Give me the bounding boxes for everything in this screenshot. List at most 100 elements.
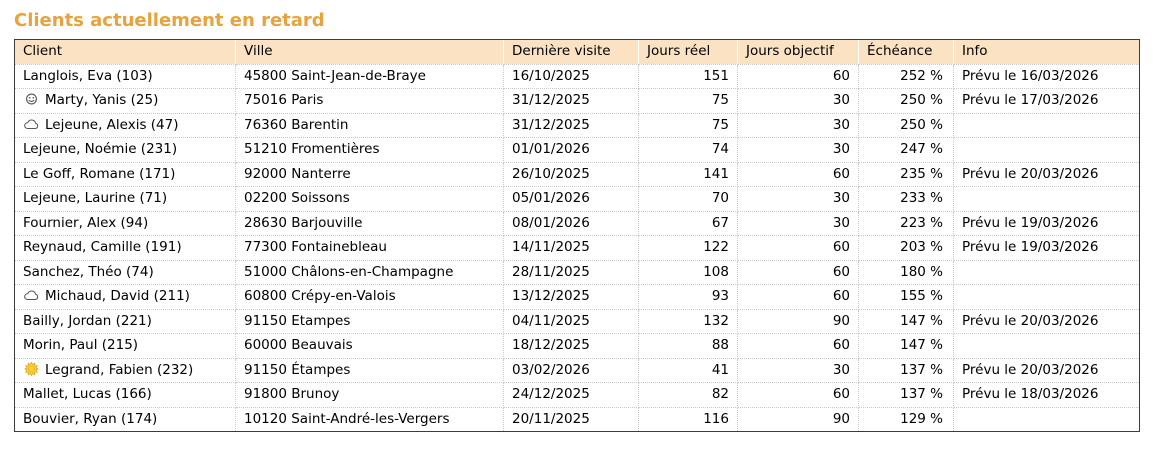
cell-jours_objectif: 60 [737,162,859,187]
cell-jours_objectif: 60 [737,382,859,408]
cell-info: Prévu le 20/03/2026 [953,309,1140,334]
cell-client: Legrand, Fabien (232) [14,358,236,383]
cell-jours_objectif: 60 [737,260,859,285]
cell-derniere_visite: 20/11/2025 [503,407,639,432]
cell-jours_reel: 75 [638,113,738,138]
cell-info: Prévu le 19/03/2026 [953,235,1140,261]
cell-derniere_visite: 24/12/2025 [503,382,639,408]
column-header-derniere_visite: Dernière visite [503,39,639,65]
cell-client: Sanchez, Théo (74) [14,260,236,285]
cell-client: Lejeune, Laurine (71) [14,186,236,212]
cell-ville: 77300 Fontainebleau [235,235,504,261]
cell-ville: 92000 Nanterre [235,162,504,187]
cell-derniere_visite: 03/02/2026 [503,358,639,383]
cell-jours_objectif: 90 [737,407,859,432]
cell-derniere_visite: 05/01/2026 [503,186,639,212]
cell-ville: 51000 Châlons-en-Champagne [235,260,504,285]
cell-derniere_visite: 26/10/2025 [503,162,639,187]
table-row[interactable]: Mallet, Lucas (166) 91800 Brunoy 24/12/202… [14,382,1140,408]
cell-jours_reel: 93 [638,284,738,310]
cell-info [953,407,1140,432]
cell-jours_objectif: 30 [737,358,859,383]
table-row[interactable]: Bouvier, Ryan (174) 10120 Saint-André-les… [14,407,1140,432]
cell-echeance: 250 % [858,113,954,138]
cell-client: Fournier, Alex (94) [14,211,236,236]
cell-echeance: 129 % [858,407,954,432]
table-row[interactable]: Langlois, Eva (103) 45800 Saint-Jean-de-B… [14,64,1140,89]
table-row[interactable]: Le Goff, Romane (171) 92000 Nanterre 26/10… [14,162,1140,187]
cell-derniere_visite: 18/12/2025 [503,333,639,359]
cell-client: Le Goff, Romane (171) [14,162,236,187]
cell-jours_objectif: 30 [737,88,859,114]
cell-ville: 91800 Brunoy [235,382,504,408]
cell-jours_objectif: 60 [737,333,859,359]
cell-jours_objectif: 30 [737,186,859,212]
cell-jours_objectif: 30 [737,137,859,163]
cell-echeance: 223 % [858,211,954,236]
cell-jours_reel: 70 [638,186,738,212]
cell-ville: 02200 Soissons [235,186,504,212]
cell-jours_reel: 108 [638,260,738,285]
table-row[interactable]: Legrand, Fabien (232) 91150 Étampes 03/02/… [14,358,1140,383]
cell-ville: 91150 Étampes [235,358,504,383]
table-row[interactable]: Marty, Yanis (25) 75016 Paris 31/12/2025 75… [14,88,1140,114]
cell-client: Bailly, Jordan (221) [14,309,236,334]
table-header: Client Ville Dernière visite Jours réel Jour… [14,39,1140,65]
cell-derniere_visite: 04/11/2025 [503,309,639,334]
cell-ville: 60800 Crépy-en-Valois [235,284,504,310]
cell-derniere_visite: 31/12/2025 [503,88,639,114]
table-row[interactable]: Fournier, Alex (94) 28630 Barjouville 08/0… [14,211,1140,236]
cell-derniere_visite: 14/11/2025 [503,235,639,261]
cell-echeance: 137 % [858,358,954,383]
cell-info [953,260,1140,285]
cell-client: Morin, Paul (215) [14,333,236,359]
cell-echeance: 147 % [858,309,954,334]
cell-echeance: 250 % [858,88,954,114]
cell-client: Langlois, Eva (103) [14,64,236,89]
cell-jours_reel: 74 [638,137,738,163]
cell-ville: 28630 Barjouville [235,211,504,236]
cell-info: Prévu le 17/03/2026 [953,88,1140,114]
cell-ville: 60000 Beauvais [235,333,504,359]
cell-derniere_visite: 13/12/2025 [503,284,639,310]
cell-jours_reel: 82 [638,382,738,408]
column-header-jours_reel: Jours réel [638,39,738,65]
table-row[interactable]: Morin, Paul (215) 60000 Beauvais 18/12/202… [14,333,1140,359]
cell-client: Michaud, David (211) [14,284,236,310]
column-header-info: Info [953,39,1140,65]
cell-ville: 10120 Saint-André-les-Vergers [235,407,504,432]
table-row[interactable]: Lejeune, Laurine (71) 02200 Soissons 05/01… [14,186,1140,212]
cell-echeance: 147 % [858,333,954,359]
cell-derniere_visite: 16/10/2025 [503,64,639,89]
cell-jours_reel: 122 [638,235,738,261]
cell-jours_reel: 41 [638,358,738,383]
sun-icon [23,361,40,376]
column-header-ville: Ville [235,39,504,65]
cell-jours_reel: 151 [638,64,738,89]
cell-derniere_visite: 31/12/2025 [503,113,639,138]
cell-client: Reynaud, Camille (191) [14,235,236,261]
cell-echeance: 203 % [858,235,954,261]
cell-jours_objectif: 30 [737,113,859,138]
clients-table: Client Ville Dernière visite Jours réel Jour… [14,39,1140,432]
cell-echeance: 155 % [858,284,954,310]
cloud-icon [23,288,40,302]
cell-ville: 51210 Fromentières [235,137,504,163]
table-row[interactable]: Bailly, Jordan (221) 91150 Etampes 04/11/2… [14,309,1140,334]
cell-jours_objectif: 90 [737,309,859,334]
table-row[interactable]: Michaud, David (211) 60800 Crépy-en-Valoi… [14,284,1140,310]
cell-client: Lejeune, Noémie (231) [14,137,236,163]
table-row[interactable]: Lejeune, Alexis (47) 76360 Barentin 31/12/… [14,113,1140,138]
table-row[interactable]: Lejeune, Noémie (231) 51210 Fromentières 0… [14,137,1140,163]
header-row: Client Ville Dernière visite Jours réel Jour… [14,39,1140,65]
cell-info [953,137,1140,163]
cell-jours_reel: 116 [638,407,738,432]
table-row[interactable]: Reynaud, Camille (191) 77300 Fontaineblea… [14,235,1140,261]
table-row[interactable]: Sanchez, Théo (74) 51000 Châlons-en-Champ… [14,260,1140,285]
page-title: Clients actuellement en retard [14,10,325,31]
cell-info: Prévu le 19/03/2026 [953,211,1140,236]
column-header-client: Client [14,39,236,65]
smiley-icon [23,92,40,106]
cell-info: Prévu le 16/03/2026 [953,64,1140,89]
cell-ville: 91150 Etampes [235,309,504,334]
